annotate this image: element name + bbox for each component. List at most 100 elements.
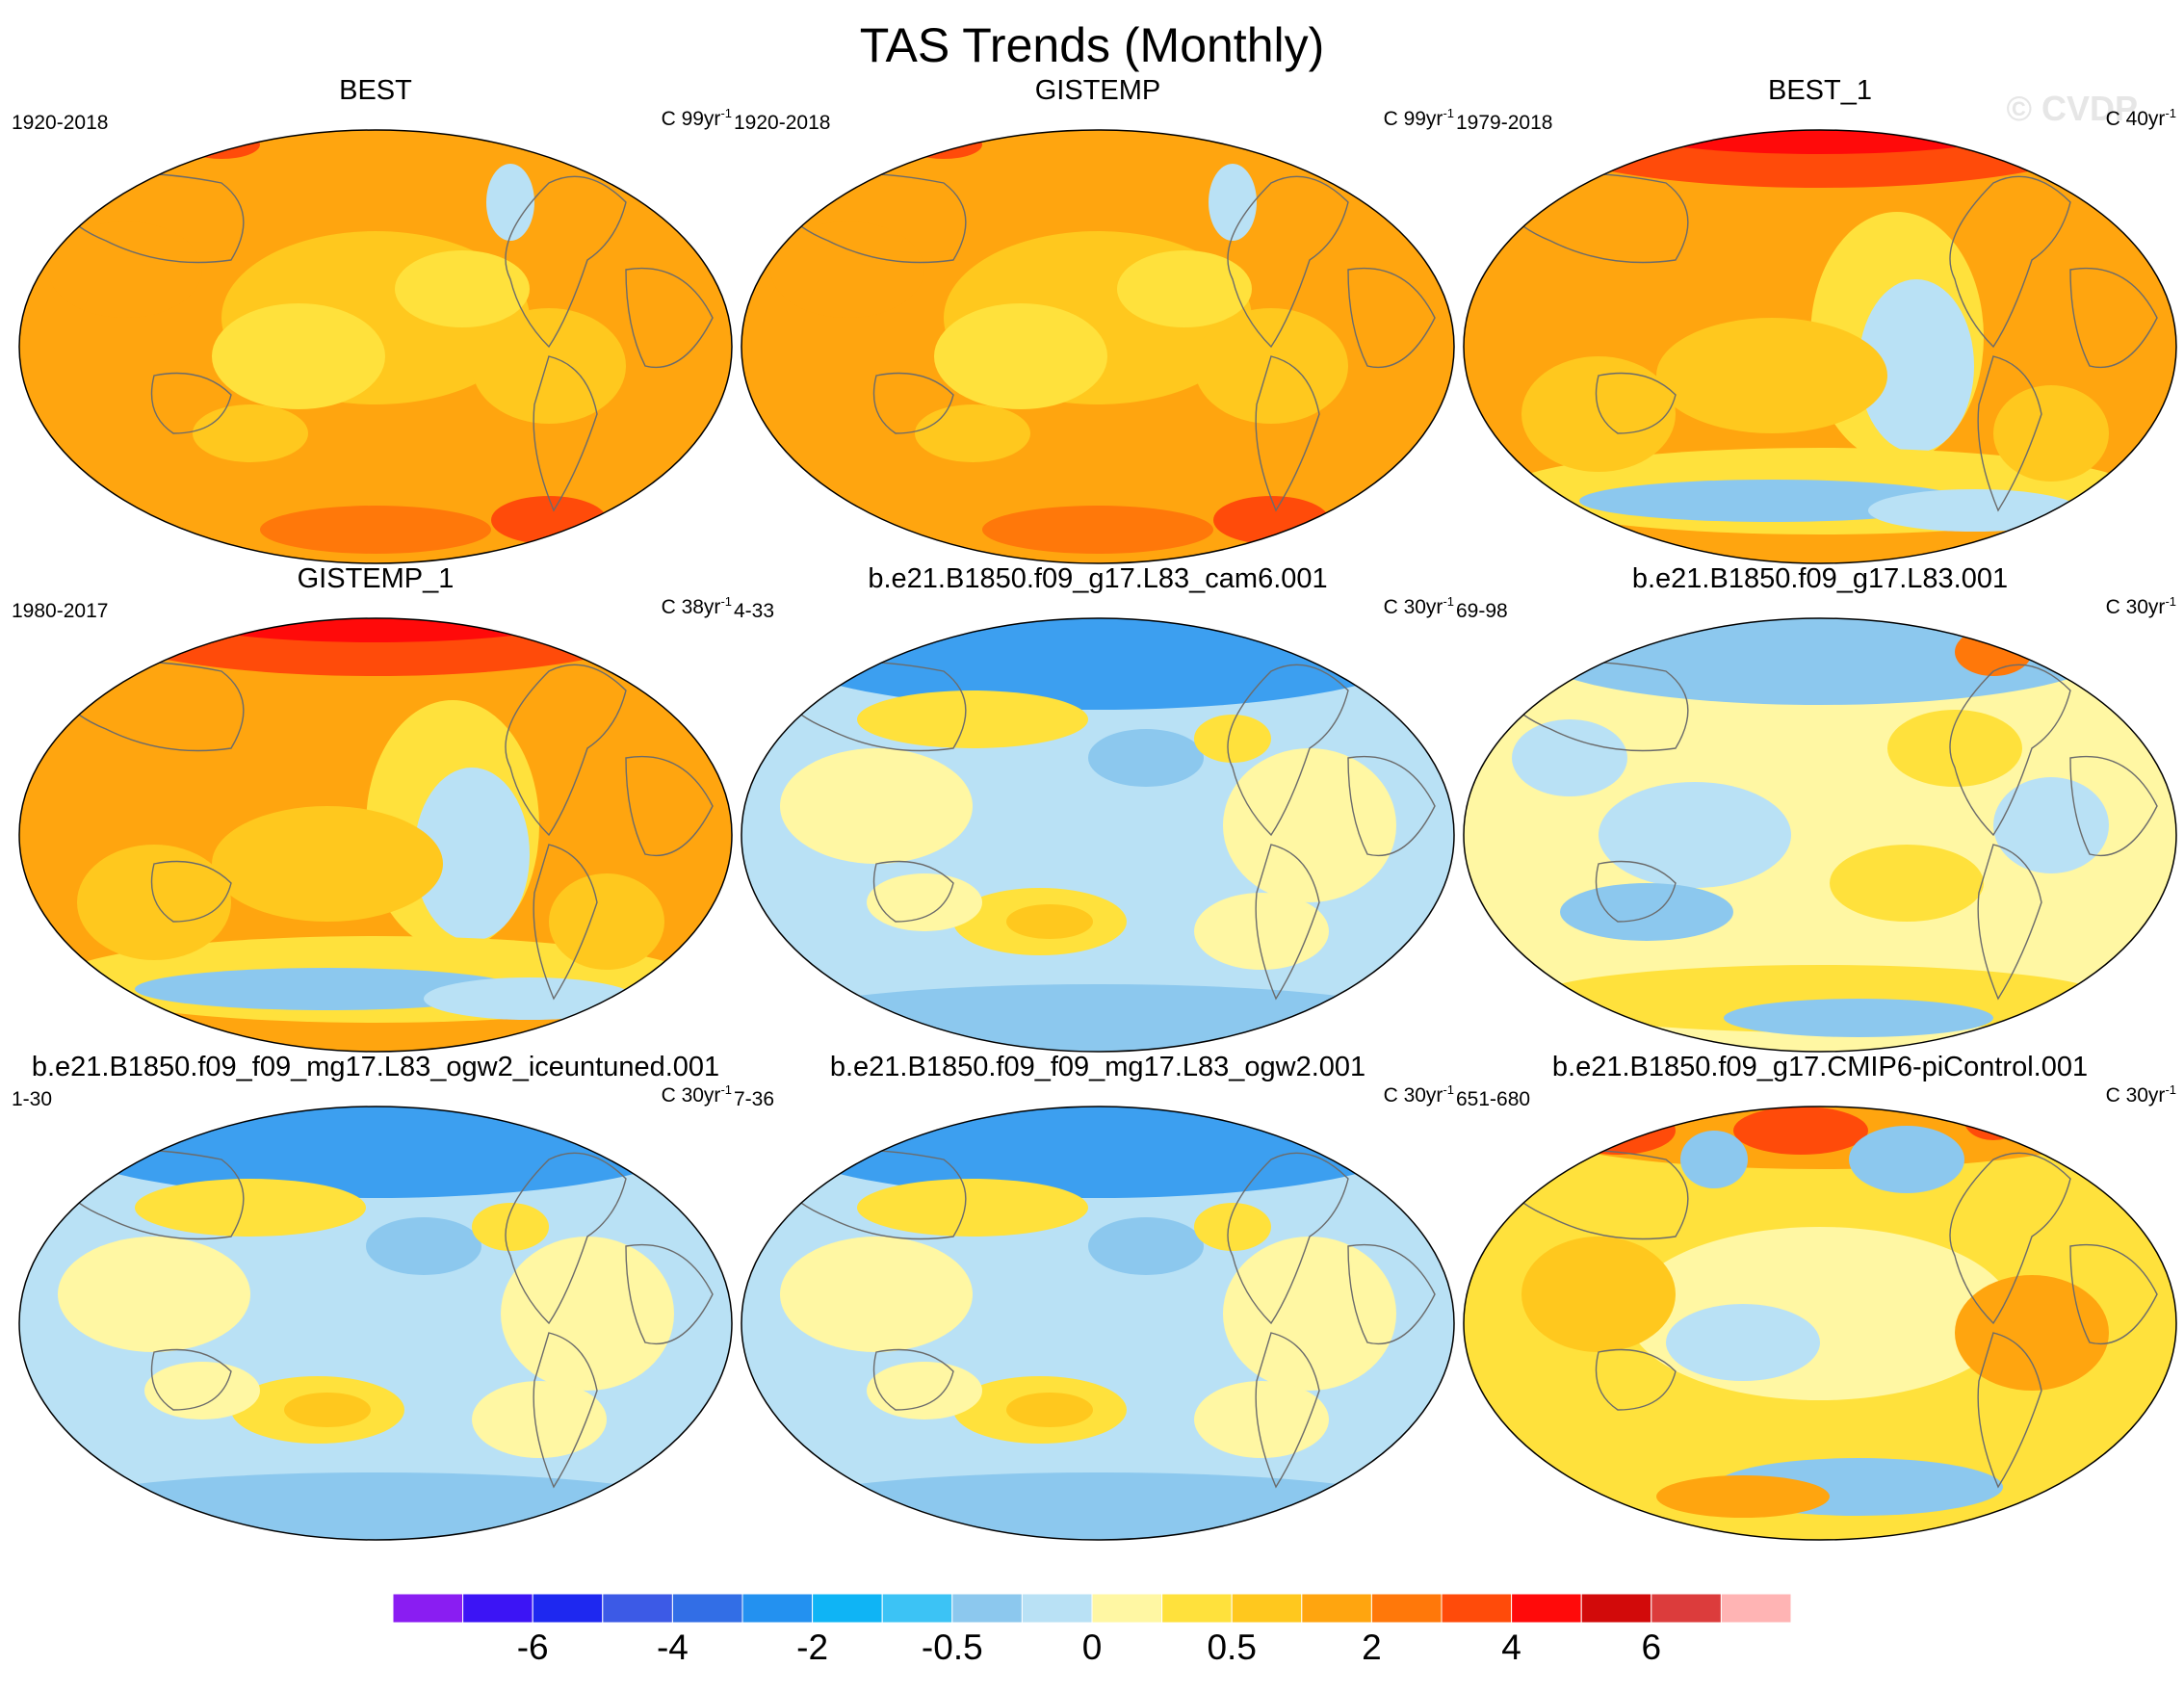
map-panel: b.e21.B1850.f09_g17.L83_cam6.001 4-33 C 30… — [732, 563, 1464, 1053]
coastline — [533, 355, 598, 512]
trend-anomaly-region — [1887, 710, 2022, 787]
coastline — [150, 1348, 232, 1411]
map-border — [1463, 617, 2177, 1053]
trend-map — [1463, 1106, 2177, 1541]
trend-anomaly-region — [212, 806, 443, 922]
trend-anomaly-region — [77, 845, 231, 960]
map-border — [18, 617, 733, 1053]
trend-map — [1463, 617, 2177, 1053]
panel-title: b.e21.B1850.f09_g17.L83_cam6.001 — [868, 563, 1328, 594]
trend-anomaly-region — [1599, 782, 1791, 888]
coastline — [1227, 664, 1349, 837]
trend-anomaly-region — [1680, 1131, 1748, 1188]
units-label: C 30yr — [1383, 1084, 1443, 1107]
units-exponent: -1 — [720, 594, 732, 609]
colorbar-segment — [1720, 1594, 1791, 1623]
trend-anomaly-region — [1223, 1237, 1396, 1391]
panel-units: C 30yr-1 — [2106, 594, 2176, 619]
map-border — [741, 1106, 1455, 1541]
map-panel: GISTEMP 1920-2018 C 99yr-1 — [732, 75, 1464, 564]
colorbar-segment — [393, 1594, 464, 1623]
panel-title: GISTEMP_1 — [297, 563, 455, 594]
panel-title: b.e21.B1850.f09_f09_mg17.L83_ogw2_iceunt… — [31, 1052, 720, 1082]
colorbar-tick-label: 2 — [1362, 1628, 1382, 1667]
map-border — [741, 129, 1455, 564]
coastline — [533, 844, 598, 1001]
trend-anomaly-region — [1088, 729, 1204, 787]
coastline — [1977, 844, 2042, 1001]
units-exponent: -1 — [2165, 1082, 2176, 1097]
trend-anomaly-region — [915, 404, 1030, 462]
map-panel: GISTEMP_1 1980-2017 C 38yr-1 — [10, 563, 741, 1053]
panel-units: C 30yr-1 — [1384, 1082, 1454, 1107]
trend-anomaly-region — [1194, 308, 1348, 424]
trend-map — [741, 129, 1455, 564]
units-label: C 30yr — [1383, 596, 1443, 618]
trend-anomaly-region — [857, 690, 1088, 748]
trend-anomaly-region — [780, 984, 1416, 1052]
panel-period: 1-30 — [12, 1088, 53, 1110]
trend-map — [18, 129, 733, 564]
coastline — [2069, 755, 2158, 857]
coastline — [1595, 372, 1677, 434]
trend-map — [18, 617, 733, 1053]
colorbar-segment — [1231, 1594, 1303, 1623]
panel-units: C 30yr-1 — [662, 1082, 732, 1107]
colorbar-tick-label: 6 — [1641, 1628, 1662, 1667]
trend-anomaly-region — [424, 977, 636, 1020]
trend-anomaly-region — [780, 748, 973, 864]
colorbar — [393, 1594, 1791, 1623]
coastline — [1977, 1332, 2042, 1489]
panel-title: GISTEMP — [1034, 75, 1161, 106]
panel-title: BEST_1 — [1768, 75, 1872, 106]
coastline — [533, 1332, 598, 1489]
trend-anomaly-region — [366, 1217, 481, 1275]
coastline — [1949, 175, 2071, 349]
trend-anomaly-region — [1521, 356, 1676, 472]
trend-anomaly-region — [144, 1362, 260, 1420]
trend-anomaly-region — [780, 1472, 1416, 1540]
trend-map — [18, 1106, 733, 1541]
colorbar-segment — [951, 1594, 1023, 1623]
colorbar-tick-label: -2 — [796, 1628, 829, 1667]
trend-anomaly-region — [48, 221, 202, 318]
coastline — [2069, 267, 2158, 369]
colorbar-segment — [812, 1594, 883, 1623]
units-label: C 30yr — [2105, 1084, 2166, 1107]
map-panel: b.e21.B1850.f09_f09_mg17.L83_ogw2_iceunt… — [10, 1052, 741, 1541]
trend-anomaly-region — [780, 1237, 973, 1352]
units-exponent: -1 — [2165, 594, 2176, 609]
map-panel: BEST 1920-2018 C 99yr-1 — [10, 75, 741, 564]
colorbar-segment — [1580, 1594, 1652, 1623]
trend-anomaly-region — [1006, 1393, 1093, 1427]
colorbar-tick-label: -0.5 — [921, 1628, 983, 1667]
trend-anomaly-region — [1117, 250, 1252, 327]
colorbar-tick-label: -6 — [516, 1628, 549, 1667]
trend-anomaly-region — [472, 1381, 607, 1458]
trend-anomaly-region — [1209, 164, 1257, 241]
trend-anomaly-region — [1194, 1203, 1271, 1251]
trend-anomaly-region — [284, 1393, 371, 1427]
colorbar-labels: -6 -4 -2 -0.5 0 0.5 2 4 6 — [0, 1628, 2184, 1676]
coastline — [1255, 1332, 1320, 1489]
colorbar-segment — [1091, 1594, 1163, 1623]
watermark-text: © CVDP — [2006, 89, 2138, 128]
units-label: C 30yr — [2105, 596, 2166, 618]
trend-anomaly-region — [501, 1237, 674, 1391]
panel-units: C 30yr-1 — [1384, 594, 1454, 619]
colorbar-segment — [741, 1594, 814, 1623]
map-panel: b.e21.B1850.f09_g17.L83.001 69-98 C 30yr-1 — [1454, 563, 2184, 1053]
trend-anomaly-region — [1194, 893, 1329, 970]
trend-anomaly-region — [58, 1472, 693, 1540]
coastline — [1347, 267, 1436, 369]
trend-anomaly-region — [1830, 845, 1984, 922]
coastline — [1255, 844, 1320, 1001]
panel-period: 1920-2018 — [12, 112, 109, 134]
colorbar-segment — [671, 1594, 743, 1623]
trend-anomaly-region — [486, 164, 534, 241]
trend-map — [741, 1106, 1455, 1541]
map-border — [18, 129, 733, 564]
units-exponent: -1 — [1443, 1082, 1454, 1097]
panel-title: BEST — [339, 75, 412, 106]
colorbar-segment — [881, 1594, 953, 1623]
